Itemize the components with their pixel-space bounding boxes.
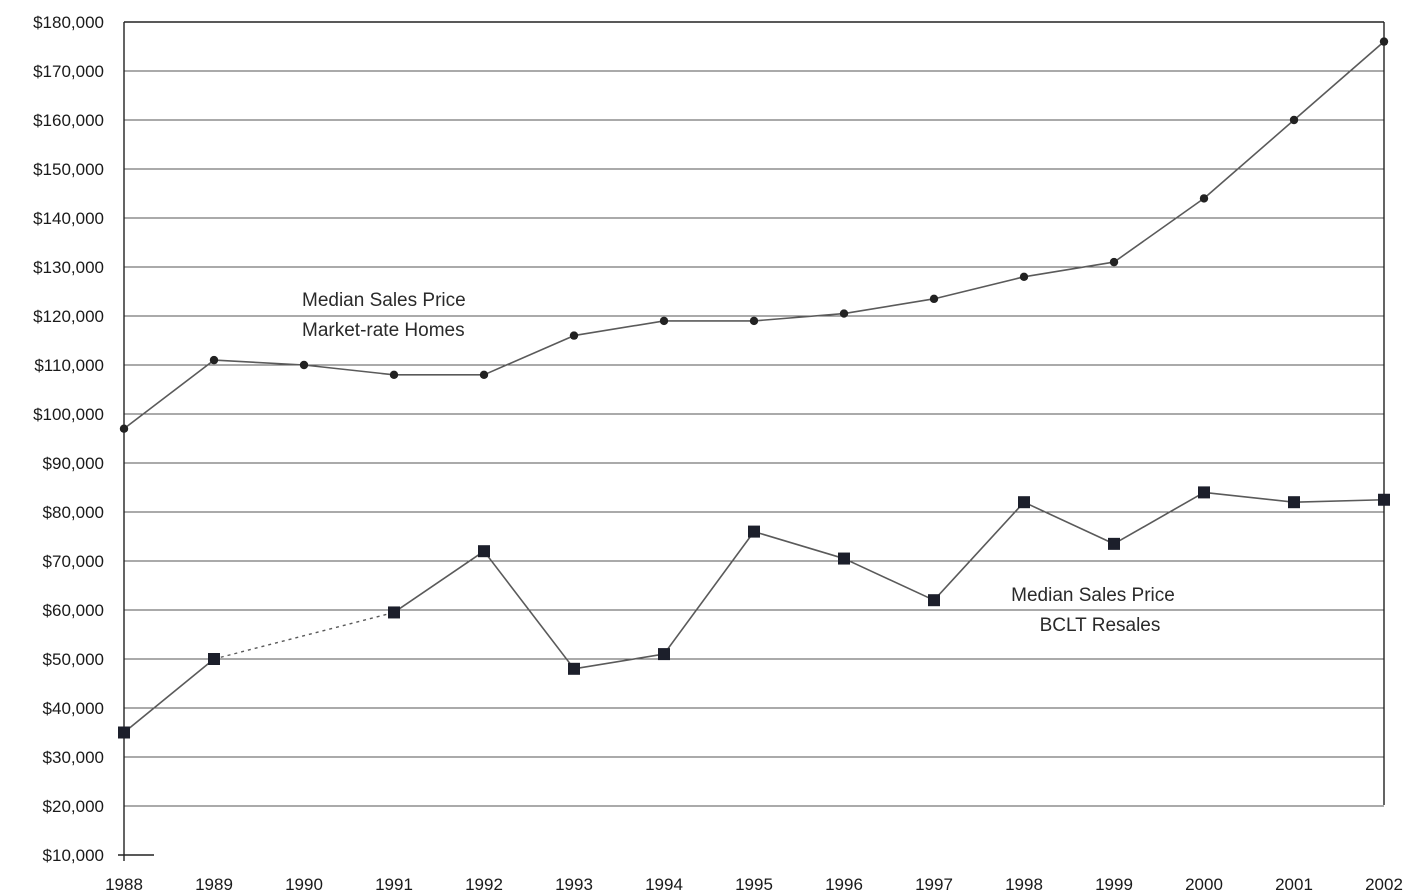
bclt-series-label-line2: BCLT Resales xyxy=(1040,615,1161,636)
series-1-segment xyxy=(1293,498,1385,503)
series-1-segment xyxy=(573,653,665,670)
y-tick-label: $70,000 xyxy=(43,552,104,571)
series-0-segment xyxy=(1023,261,1115,278)
bclt-point-1999 xyxy=(1108,537,1120,550)
market-point-2001 xyxy=(1289,115,1299,125)
x-tick-label: 1989 xyxy=(195,875,233,894)
y-tick-label: $90,000 xyxy=(43,454,104,473)
market-point-2002 xyxy=(1379,37,1389,46)
y-tick-label: $120,000 xyxy=(33,307,104,326)
series-0-segment xyxy=(1203,119,1295,200)
bclt-point-1992 xyxy=(478,545,490,558)
bclt-point-2002 xyxy=(1378,493,1390,506)
series-1-segment xyxy=(753,530,845,560)
grid-lines xyxy=(124,21,1384,807)
x-tick-label: 1992 xyxy=(465,875,503,894)
series-1-segment xyxy=(1023,501,1115,545)
y-tick-label: $20,000 xyxy=(43,797,104,816)
market-point-1994 xyxy=(659,316,669,326)
y-tick-label: $160,000 xyxy=(33,111,104,130)
x-tick-label: 1993 xyxy=(555,875,593,894)
y-tick-label: $60,000 xyxy=(43,601,104,620)
market-point-1990 xyxy=(299,360,309,370)
y-tick-label: $170,000 xyxy=(33,62,104,81)
market-point-1993 xyxy=(569,331,579,340)
market-point-1997 xyxy=(929,294,939,304)
series-0-segment xyxy=(843,298,935,315)
series-0-segment xyxy=(123,359,215,430)
series-0-segment xyxy=(483,334,575,376)
series-1-segment xyxy=(123,658,215,734)
series-0-segment xyxy=(303,364,395,376)
y-tick-label: $10,000 xyxy=(43,846,104,865)
series-1-segment xyxy=(933,501,1025,601)
bclt-point-1993 xyxy=(568,662,580,675)
y-tick-label: $150,000 xyxy=(33,160,104,179)
series-1-segment xyxy=(663,531,755,655)
x-tick-label: 1988 xyxy=(105,875,143,894)
x-tick-label: 1994 xyxy=(645,875,683,894)
y-tick-label: $100,000 xyxy=(33,405,104,424)
bclt-point-1996 xyxy=(838,552,850,565)
series-1-segment xyxy=(1113,491,1205,545)
series-lines xyxy=(123,40,1385,734)
bclt-point-1989 xyxy=(208,653,220,665)
series-markers xyxy=(118,37,1390,739)
market-series-label-line2: Market-rate Homes xyxy=(302,320,465,341)
y-tick-label: $40,000 xyxy=(43,699,104,718)
y-tick-labels: $10,000 $20,000 $30,000 $40,000 $50,000 $60,0… xyxy=(33,13,104,865)
x-tick-label: 1998 xyxy=(1005,875,1043,894)
market-point-1995 xyxy=(749,316,759,326)
x-tick-label: 1997 xyxy=(915,875,953,894)
x-tick-label: 1991 xyxy=(375,875,413,894)
x-tick-labels: 1988 1989 1990 1991 1992 1993 1994 1995 1996 1997… xyxy=(105,875,1403,894)
series-1-segment xyxy=(1203,491,1295,503)
bclt-point-1997 xyxy=(928,594,940,607)
series-0-segment xyxy=(1113,197,1205,263)
series-1-segment xyxy=(393,550,485,614)
y-tick-label: $130,000 xyxy=(33,258,104,277)
x-tick-label: 2001 xyxy=(1275,875,1313,894)
series-1-gap-segment xyxy=(213,611,395,660)
x-tick-label: 1996 xyxy=(825,875,863,894)
y-tick-label: $180,000 xyxy=(33,13,104,32)
x-tick-label: 1995 xyxy=(735,875,773,894)
market-point-1996 xyxy=(839,309,849,318)
x-tick-label: 2000 xyxy=(1185,875,1223,894)
market-series-label-line1: Median Sales Price xyxy=(302,290,466,311)
market-point-1998 xyxy=(1019,272,1029,281)
bclt-point-1988 xyxy=(118,726,130,739)
series-0-segment xyxy=(753,312,845,322)
y-tick-label: $30,000 xyxy=(43,748,104,767)
series-labels: Median Sales Price Market-rate Homes Med… xyxy=(302,290,1175,636)
market-point-1991 xyxy=(389,370,399,379)
market-point-1992 xyxy=(479,370,489,379)
bclt-point-1994 xyxy=(658,648,670,661)
y-tick-label: $140,000 xyxy=(33,209,104,228)
bclt-series-label-line1: Median Sales Price xyxy=(1011,585,1175,606)
bclt-point-1991 xyxy=(388,606,400,619)
market-point-1988 xyxy=(119,424,129,433)
series-0-segment xyxy=(573,320,665,337)
bclt-point-1998 xyxy=(1018,496,1030,509)
market-point-1999 xyxy=(1109,257,1119,267)
x-tick-label: 2002 xyxy=(1365,875,1403,894)
market-point-2000 xyxy=(1199,194,1209,203)
series-1-segment xyxy=(843,557,935,601)
y-tick-label: $80,000 xyxy=(43,503,104,522)
market-point-1989 xyxy=(209,355,219,365)
series-0-segment xyxy=(213,359,305,366)
x-tick-label: 1999 xyxy=(1095,875,1133,894)
series-0-segment xyxy=(1293,40,1385,121)
series-0-segment xyxy=(933,276,1025,300)
axes xyxy=(118,21,1385,861)
series-1-segment xyxy=(483,550,575,670)
x-tick-label: 1990 xyxy=(285,875,323,894)
bclt-point-1995 xyxy=(748,525,760,538)
bclt-point-2001 xyxy=(1288,496,1300,509)
bclt-point-2000 xyxy=(1198,486,1210,499)
y-tick-label: $110,000 xyxy=(34,356,104,375)
y-tick-label: $50,000 xyxy=(43,650,104,669)
